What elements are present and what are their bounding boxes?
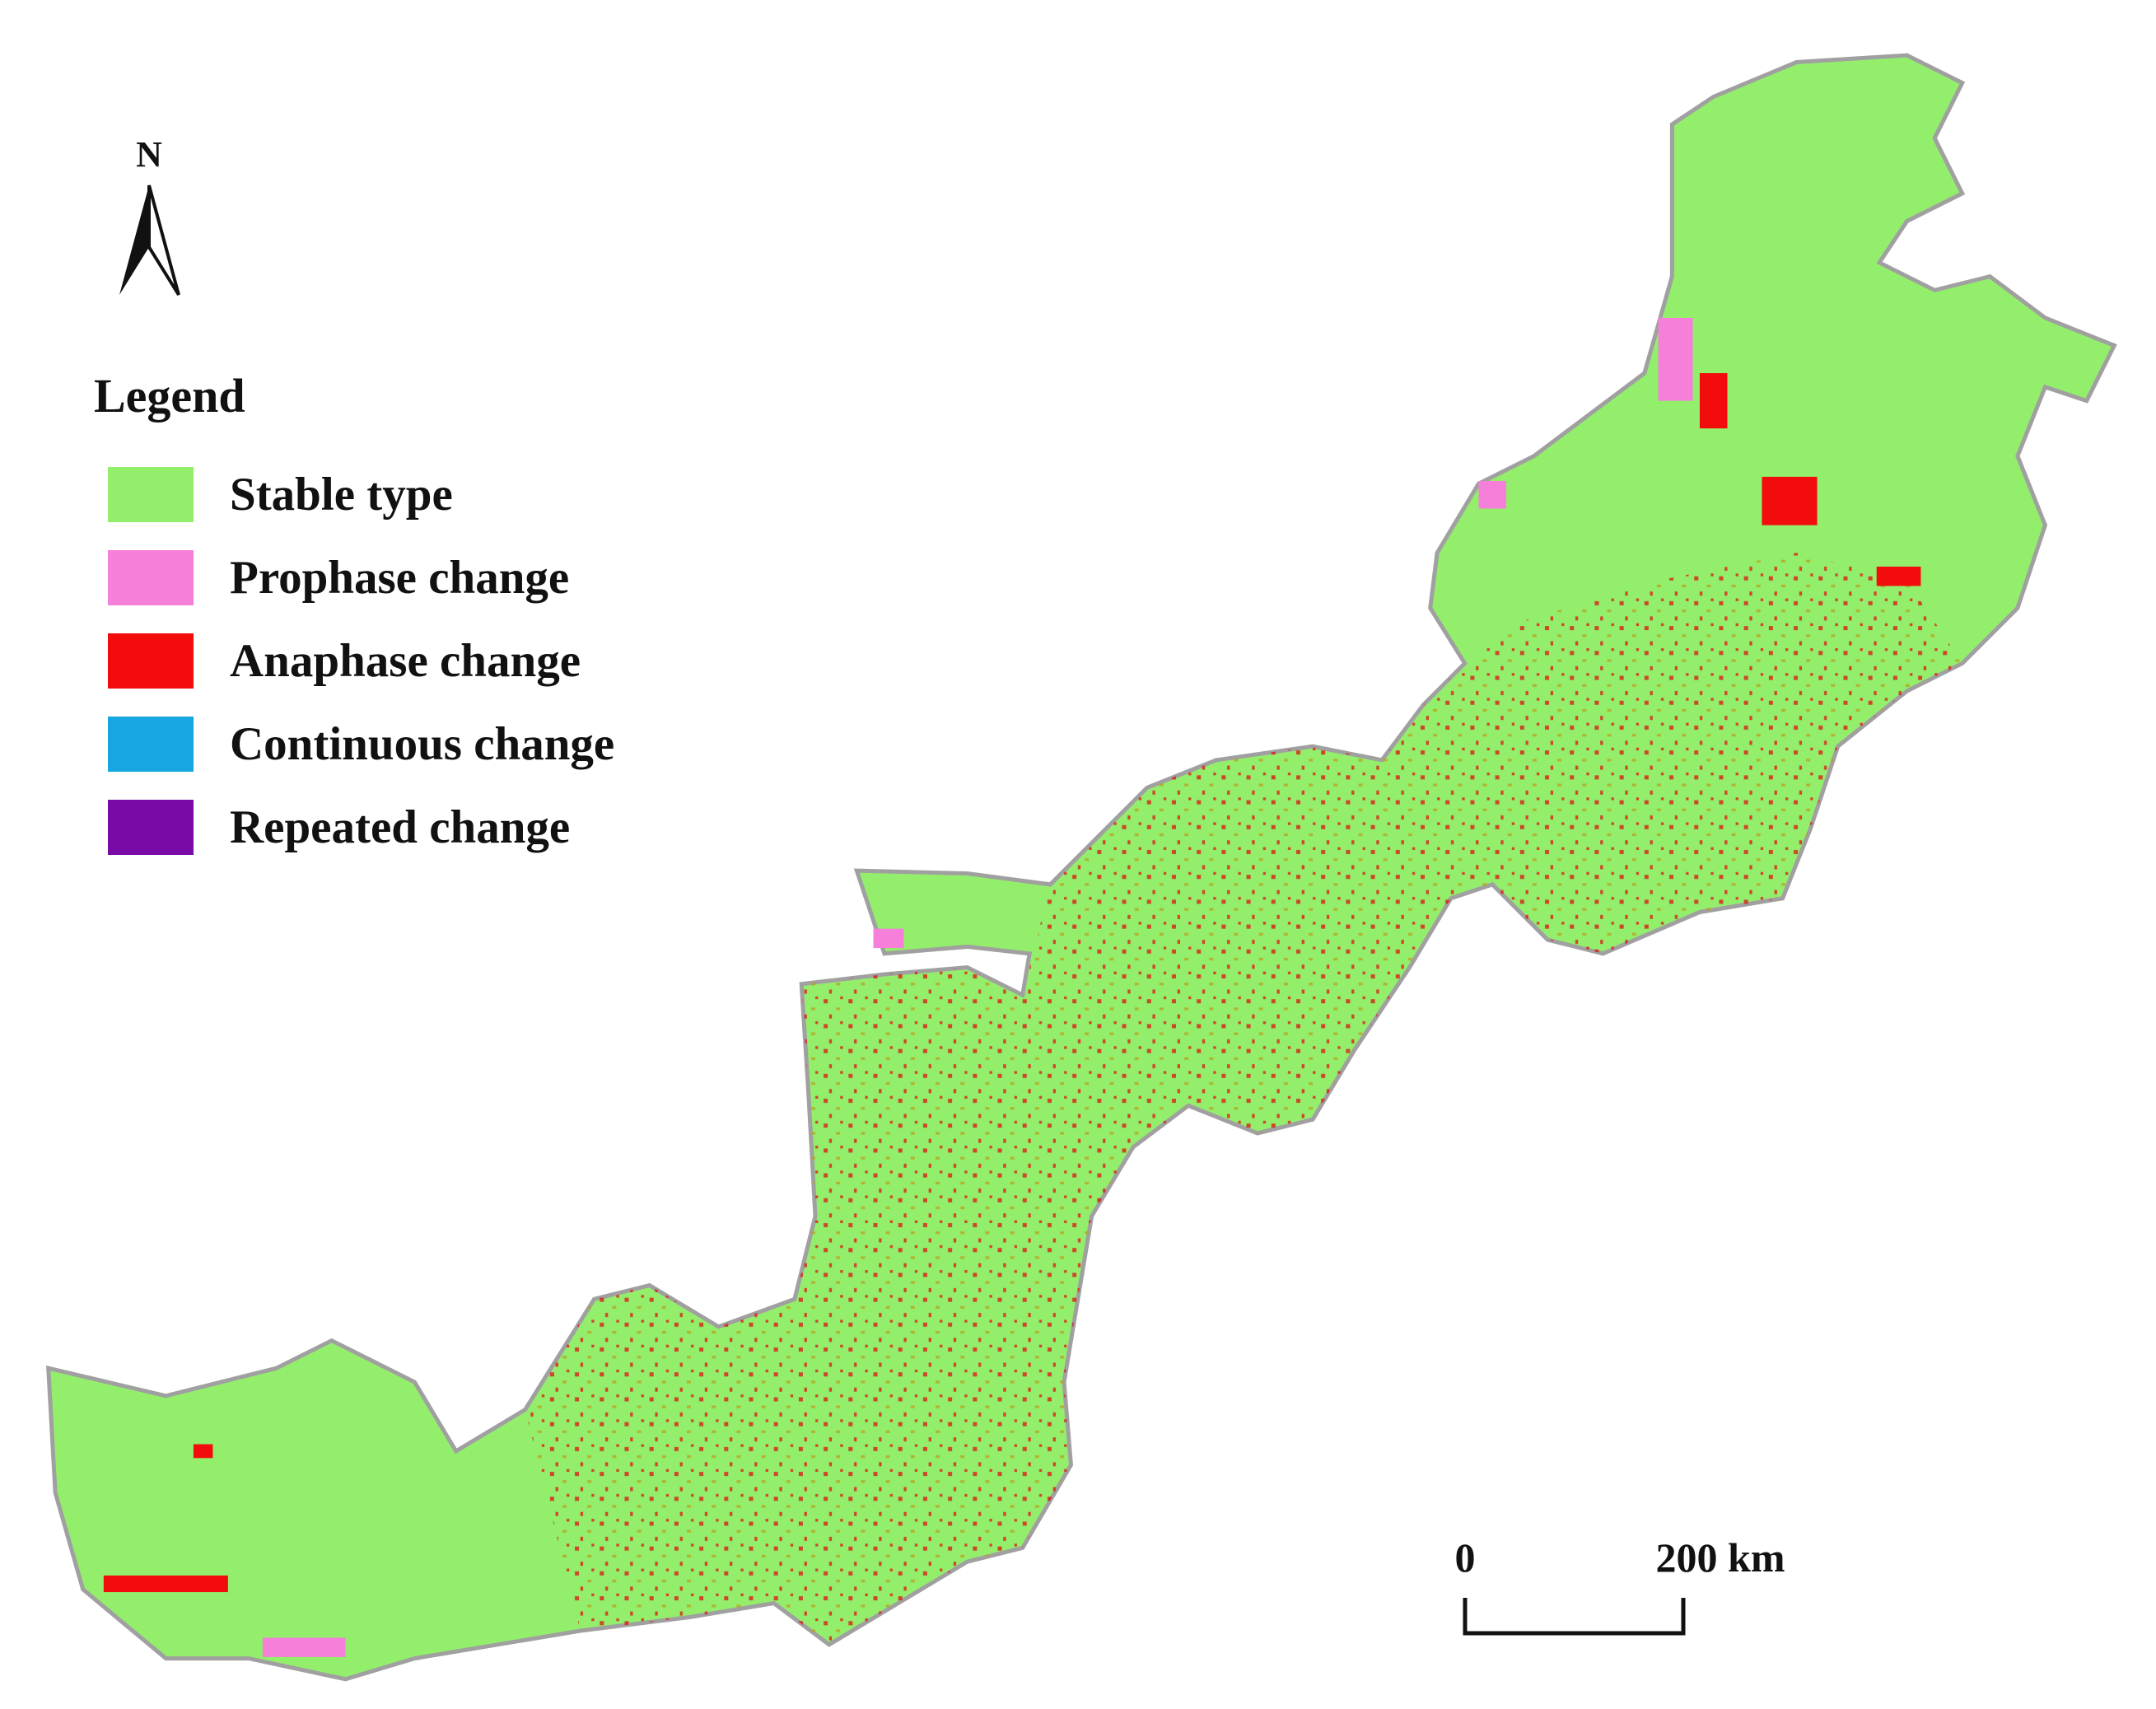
- legend-label: Repeated change: [230, 801, 570, 853]
- legend-title: Legend: [94, 369, 245, 423]
- anaphase-patch: [193, 1444, 213, 1459]
- anaphase-patch: [1699, 373, 1728, 429]
- legend-label: Stable type: [230, 469, 453, 521]
- scale-end: 200 km: [1656, 1534, 1785, 1581]
- legend-swatch: [108, 717, 194, 772]
- change-speckle: [525, 553, 1962, 1645]
- legend-swatch: [108, 800, 194, 855]
- legend-label: Continuous change: [230, 718, 614, 770]
- anaphase-patch: [1762, 476, 1818, 525]
- prophase-patch: [1478, 480, 1507, 509]
- legend-label: Prophase change: [230, 552, 569, 604]
- prophase-patch: [262, 1637, 346, 1657]
- legend-label: Anaphase change: [230, 635, 581, 687]
- anaphase-patch: [1876, 566, 1921, 586]
- legend-swatch: [108, 633, 194, 689]
- north-arrow: N: [119, 134, 180, 297]
- prophase-patch: [1658, 317, 1693, 401]
- change-patches: [103, 373, 1921, 1593]
- scale-bar: 0 200 km: [1455, 1534, 1785, 1636]
- legend-swatch: [108, 550, 194, 605]
- legend: Legend Stable type Prophase change Anaphas…: [94, 369, 614, 855]
- legend-swatch: [108, 467, 194, 522]
- anaphase-patch: [103, 1575, 228, 1593]
- prophase-patches: [262, 317, 1693, 1657]
- scale-start: 0: [1455, 1534, 1476, 1581]
- prophase-patch: [873, 928, 904, 949]
- map: [46, 53, 2117, 1682]
- north-label: N: [136, 134, 162, 175]
